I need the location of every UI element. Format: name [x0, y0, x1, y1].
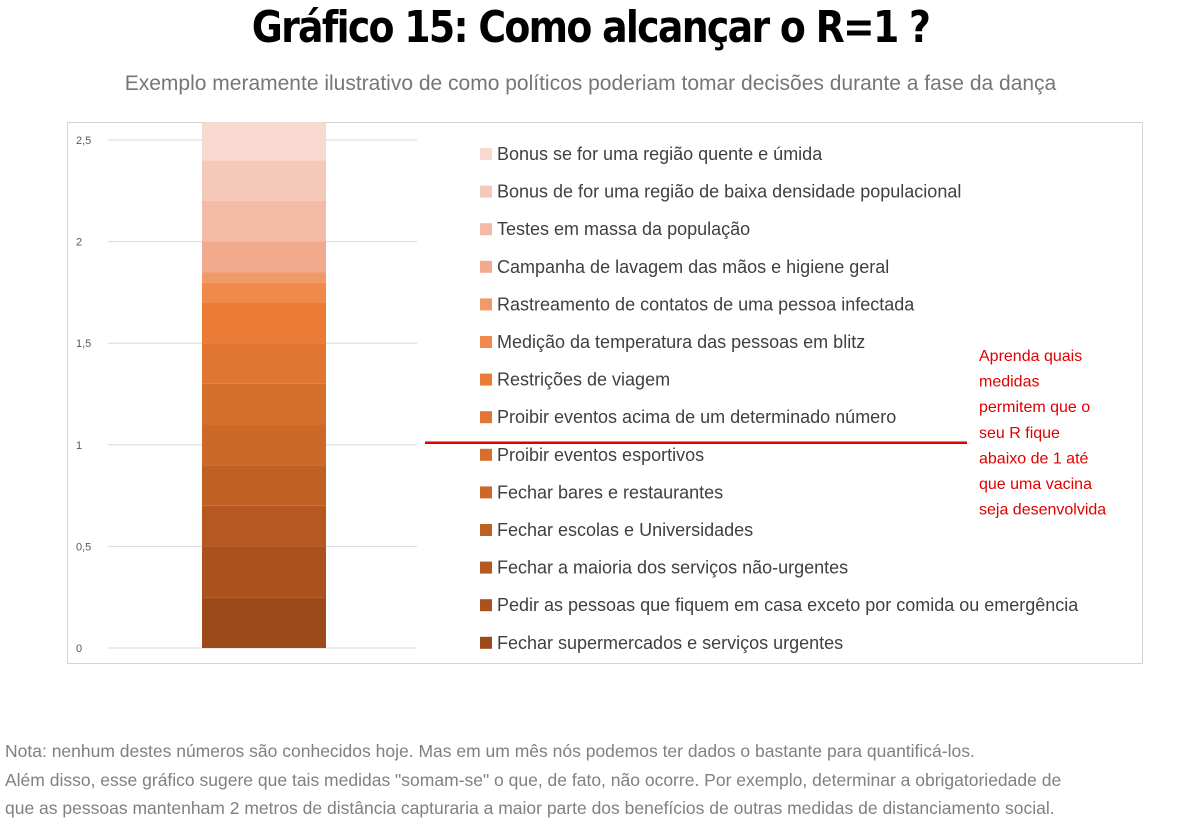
legend-label: Campanha de lavagem das mãos e higiene g… — [497, 257, 889, 277]
legend-swatch — [480, 448, 492, 461]
y-tick-label: 1,5 — [76, 338, 91, 350]
bar-segment — [202, 424, 326, 466]
bar-segment — [202, 160, 326, 201]
annotation-text: seja desenvolvida — [979, 502, 1106, 519]
legend-label: Bonus de for uma região de baixa densida… — [497, 182, 961, 202]
annotation-text: Aprenda quais — [979, 348, 1082, 365]
bar-segment — [202, 282, 326, 303]
bar-segment — [202, 200, 326, 242]
legend-swatch — [480, 148, 492, 160]
legend-label: Bonus se for uma região quente e úmida — [497, 144, 823, 164]
bar-segment — [202, 597, 326, 648]
legend-swatch — [480, 260, 492, 273]
legend-swatch — [480, 373, 492, 386]
legend-swatch — [480, 336, 492, 348]
bar-segment — [202, 241, 326, 273]
legend-swatch — [480, 185, 492, 198]
legend-label: Pedir as pessoas que fiquem em casa exce… — [497, 595, 1079, 615]
legend-swatch — [480, 411, 492, 424]
legend-swatch — [480, 298, 492, 311]
bar-segment — [202, 272, 326, 283]
legend-swatch — [480, 223, 492, 236]
footnote-line-1: Nota: nenhum destes números são conhecid… — [5, 741, 975, 761]
bar-segment — [202, 383, 326, 425]
legend-label: Restrições de viagem — [497, 370, 670, 390]
bar-segment — [202, 302, 326, 344]
legend-swatch — [480, 599, 492, 612]
annotation-text: seu R fique — [979, 425, 1060, 442]
legend-swatch — [480, 486, 492, 499]
legend-label: Testes em massa da população — [497, 219, 750, 239]
legend-swatch — [480, 636, 492, 649]
bar-segment — [202, 465, 326, 506]
annotation-text: que uma vacina — [979, 476, 1092, 493]
annotation-text: permitem que o — [979, 399, 1090, 416]
y-tick-label: 1 — [76, 440, 82, 452]
legend-swatch — [480, 561, 492, 574]
legend-swatch — [480, 524, 492, 536]
bar-segment — [202, 122, 326, 161]
y-tick-label: 0 — [76, 643, 82, 655]
footnote: Nota: nenhum destes números são conhecid… — [5, 737, 1177, 823]
legend-label: Fechar bares e restaurantes — [497, 482, 723, 502]
legend-label: Proibir eventos acima de um determinado … — [497, 407, 896, 427]
chart-subtitle: Exemplo meramente ilustrativo de como po… — [124, 72, 1057, 95]
annotation-text: abaixo de 1 até — [979, 450, 1089, 467]
legend-label: Fechar supermercados e serviços urgentes — [497, 633, 843, 653]
bar-segment — [202, 343, 326, 384]
legend-label: Proibir eventos esportivos — [497, 445, 704, 465]
stacked-bar-chart: 0 0,5 1 1,5 2 2,5 Bonus se for uma região quen… — [76, 122, 1106, 655]
bar-segment — [202, 546, 326, 598]
bar-segment — [202, 505, 326, 547]
legend-label: Fechar escolas e Universidades — [497, 520, 753, 540]
footnote-line-2: Além disso, esse gráfico sugere que tais… — [5, 769, 1062, 790]
y-tick-label: 2,5 — [76, 135, 91, 147]
legend-label: Medição da temperatura das pessoas em bl… — [497, 332, 865, 352]
legend-label: Fechar a maioria dos serviços não-urgent… — [497, 558, 848, 578]
y-tick-label: 0,5 — [76, 541, 91, 553]
y-tick-label: 2 — [76, 237, 82, 249]
footnote-line-3: que as pessoas mantenham 2 metros de dis… — [5, 798, 1055, 818]
chart-title: Gráfico 15: Como alcançar o R=1 ? — [251, 2, 931, 53]
legend-label: Rastreamento de contatos de uma pessoa i… — [497, 294, 915, 314]
annotation-text: medidas — [979, 374, 1039, 391]
